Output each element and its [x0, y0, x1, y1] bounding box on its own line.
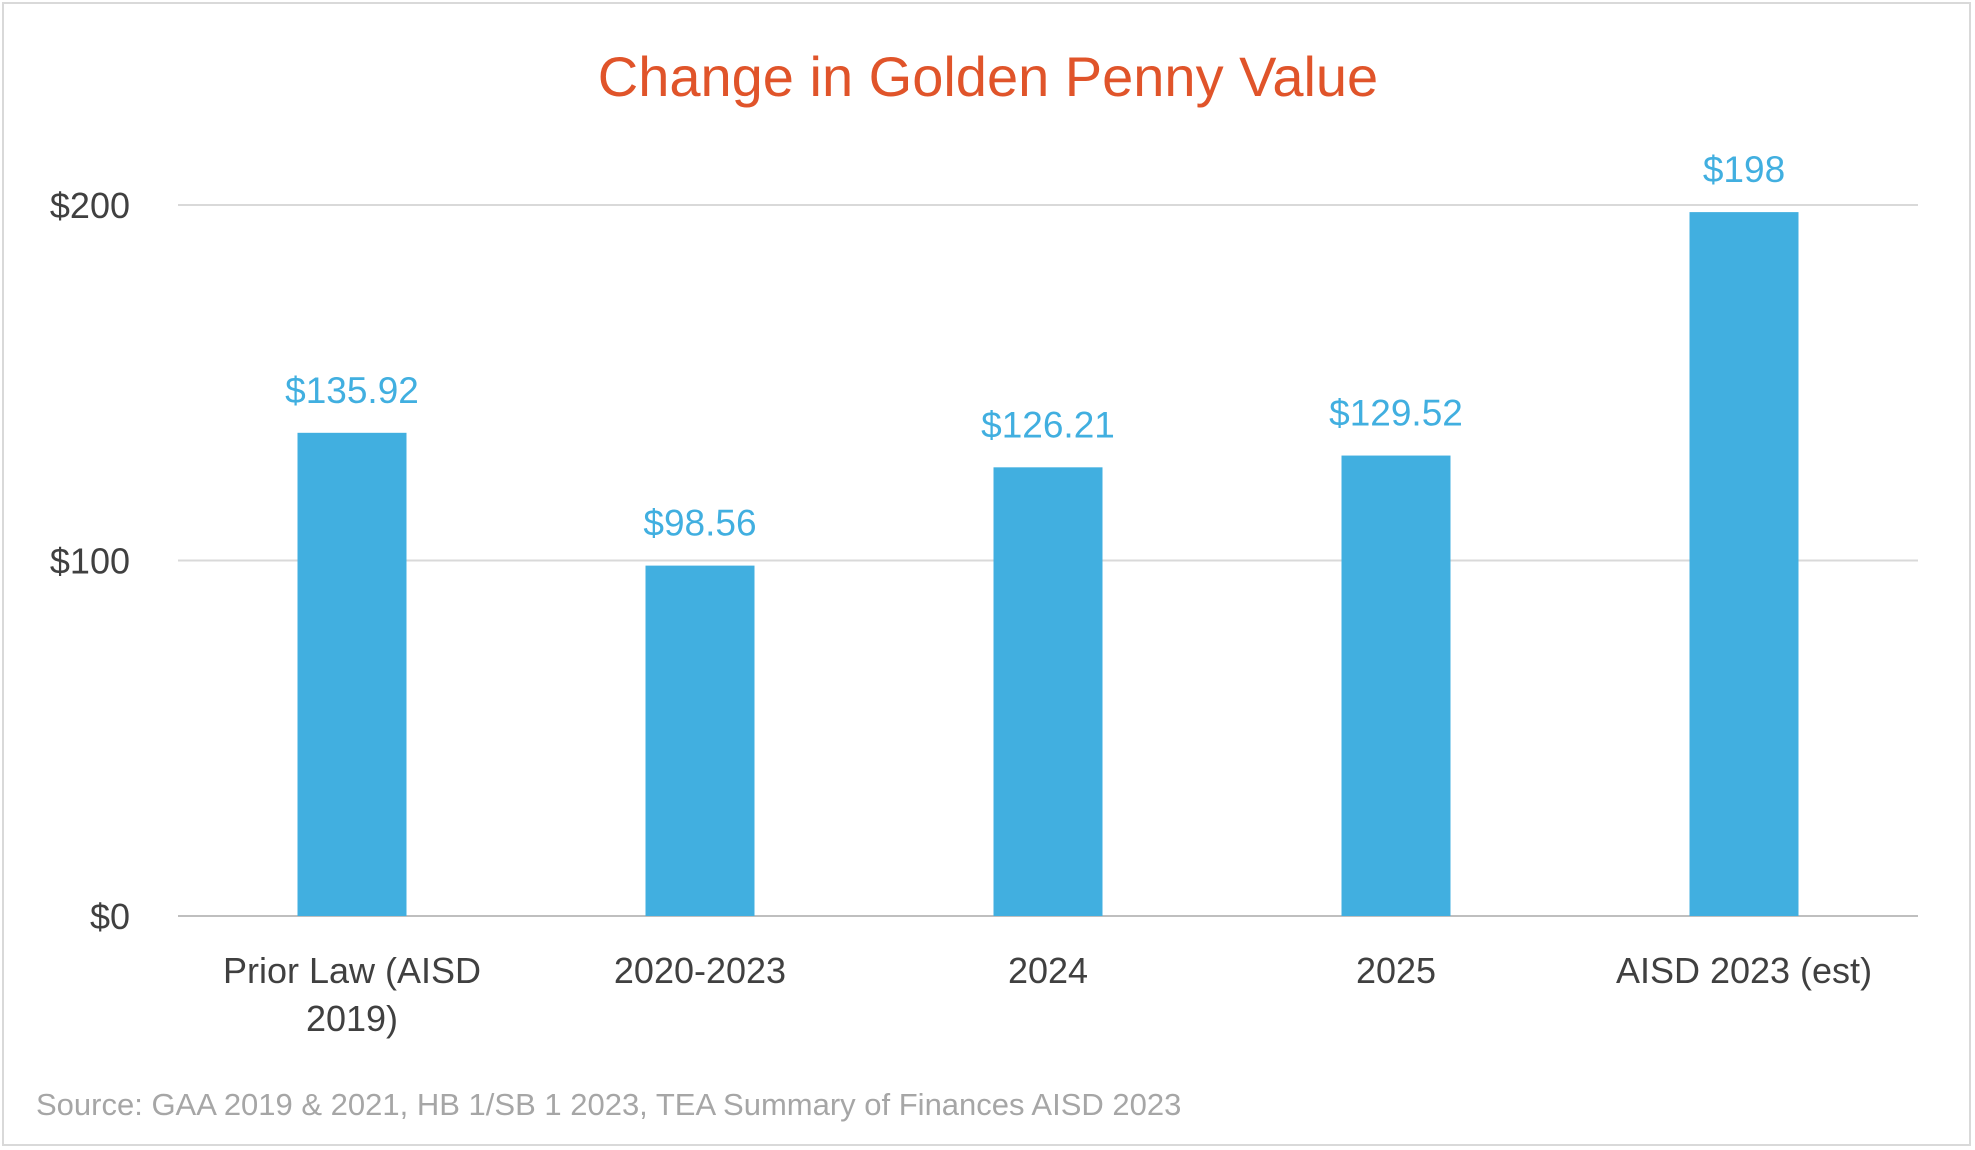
y-axis-tick-labels: $0 $100 $200 — [50, 185, 130, 937]
data-label: $129.52 — [1329, 393, 1463, 434]
bar — [1341, 455, 1451, 916]
bars — [297, 212, 1799, 917]
x-category-label: 2025 — [1356, 950, 1436, 991]
data-label: $198 — [1703, 149, 1785, 190]
data-label: $126.21 — [981, 404, 1115, 445]
bar — [1689, 212, 1799, 917]
x-category-label: 2024 — [1008, 950, 1088, 991]
data-labels: $135.92 $98.56 $126.21 $129.52 $198 — [285, 149, 1785, 544]
y-tick-label: $0 — [90, 896, 130, 937]
bar — [993, 467, 1103, 916]
x-category-label: Prior Law (AISD — [223, 950, 481, 991]
x-category-label: 2020-2023 — [614, 950, 786, 991]
x-axis-category-labels: Prior Law (AISD 2019) 2020-2023 2024 2025 AIS… — [223, 950, 1872, 1039]
data-label: $135.92 — [285, 370, 419, 411]
y-tick-label: $200 — [50, 185, 130, 226]
chart-title: Change in Golden Penny Value — [598, 45, 1378, 108]
x-category-label: 2019) — [306, 998, 398, 1039]
bar — [297, 432, 407, 916]
y-tick-label: $100 — [50, 541, 130, 582]
x-category-label: AISD 2023 (est) — [1616, 950, 1872, 991]
data-label: $98.56 — [643, 503, 756, 544]
bar — [645, 565, 755, 916]
source-note: Source: GAA 2019 & 2021, HB 1/SB 1 2023,… — [36, 1087, 1181, 1122]
